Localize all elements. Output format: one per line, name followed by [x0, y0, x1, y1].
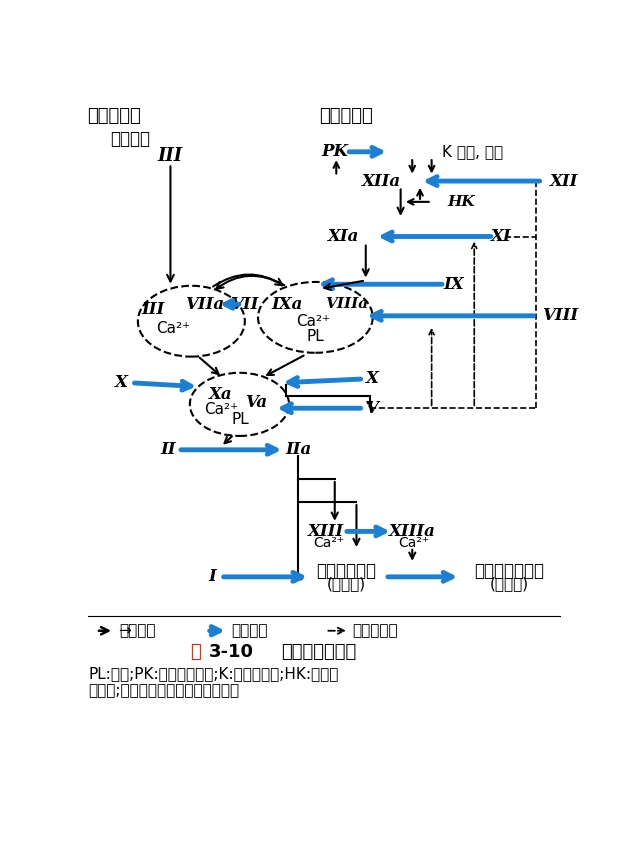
Text: PL: PL — [231, 411, 249, 427]
Text: PL: PL — [307, 329, 324, 344]
Text: HK: HK — [447, 195, 475, 209]
Text: VIIIa: VIIIa — [325, 298, 368, 311]
Text: VIII: VIII — [542, 307, 578, 324]
Text: XIIa: XIIa — [362, 173, 401, 190]
Text: XIII: XIII — [307, 523, 344, 540]
Text: XIIIa: XIIIa — [389, 523, 435, 540]
Text: IX: IX — [443, 276, 464, 293]
Text: 纤维蛋白单体: 纤维蛋白单体 — [317, 562, 377, 581]
Text: K 胶原, 异物: K 胶原, 异物 — [442, 144, 503, 159]
Text: Xa: Xa — [209, 386, 233, 403]
Text: (不溶性): (不溶性) — [490, 577, 529, 591]
Text: Ca²⁺: Ca²⁺ — [204, 402, 238, 417]
Text: 组织损伤: 组织损伤 — [110, 130, 150, 148]
Text: PK: PK — [321, 143, 348, 160]
Text: Ca²⁺: Ca²⁺ — [296, 314, 330, 329]
Text: XIa: XIa — [328, 228, 360, 245]
Text: VII: VII — [230, 296, 258, 313]
Text: 变化方向: 变化方向 — [232, 623, 268, 639]
Text: IIa: IIa — [285, 441, 312, 458]
Text: PL:磷脂;PK:前激肽释放酶;K:激肽释放酶;HK:高分子: PL:磷脂;PK:前激肽释放酶;K:激肽释放酶;HK:高分子 — [88, 667, 339, 682]
Text: Ca²⁺: Ca²⁺ — [313, 536, 344, 550]
Text: VIIa: VIIa — [185, 296, 224, 313]
Text: X: X — [115, 374, 128, 391]
Text: 内源性途径: 内源性途径 — [319, 107, 373, 125]
Text: Va: Va — [245, 393, 267, 410]
Text: XI: XI — [491, 228, 512, 245]
Text: 3-10: 3-10 — [209, 644, 254, 661]
Text: I: I — [209, 568, 216, 585]
Text: 正反馈促进: 正反馈促进 — [353, 623, 398, 639]
Text: V: V — [365, 399, 379, 416]
Text: III: III — [141, 301, 164, 318]
Text: (可溶性): (可溶性) — [327, 577, 366, 591]
Text: Ca²⁺: Ca²⁺ — [157, 321, 191, 337]
Text: 催化作用: 催化作用 — [119, 623, 156, 639]
Text: →: → — [118, 623, 130, 639]
Text: X: X — [365, 371, 379, 388]
Text: XII: XII — [550, 173, 578, 190]
Text: 图: 图 — [190, 644, 200, 661]
Text: II: II — [161, 441, 176, 458]
Text: III: III — [158, 147, 183, 165]
Text: 凝血过程示意图: 凝血过程示意图 — [282, 644, 357, 661]
Text: 纤维蛋白多聚体: 纤维蛋白多聚体 — [474, 562, 544, 581]
Text: 外源性途径: 外源性途径 — [87, 107, 140, 125]
Text: Ca²⁺: Ca²⁺ — [398, 536, 429, 550]
Text: 激肽原;罗马数字表示相应的凝血因子: 激肽原;罗马数字表示相应的凝血因子 — [88, 683, 240, 698]
Text: IXa: IXa — [271, 296, 302, 313]
